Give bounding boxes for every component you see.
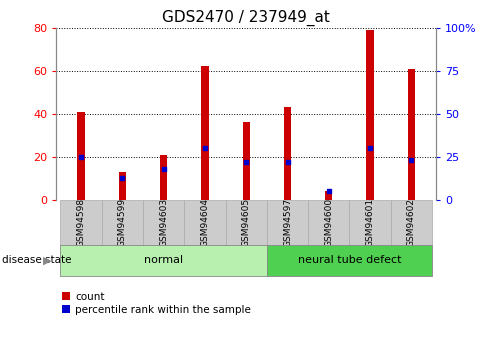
Bar — [308, 200, 349, 245]
Point — [119, 175, 126, 180]
Point — [77, 154, 85, 160]
Text: GSM94599: GSM94599 — [118, 198, 127, 247]
Bar — [408, 69, 415, 200]
Bar — [102, 200, 143, 245]
Point — [325, 189, 333, 194]
Bar — [60, 245, 267, 276]
Bar — [284, 107, 291, 200]
Bar — [267, 245, 432, 276]
Point — [366, 146, 374, 151]
Text: GSM94605: GSM94605 — [242, 198, 251, 247]
Text: GSM94597: GSM94597 — [283, 198, 292, 247]
Bar — [225, 200, 267, 245]
Bar — [201, 66, 209, 200]
Bar — [243, 122, 250, 200]
Bar — [325, 191, 333, 200]
Text: disease state: disease state — [2, 256, 72, 265]
Bar — [184, 200, 225, 245]
Text: normal: normal — [144, 256, 183, 265]
Bar — [160, 155, 168, 200]
Point — [160, 166, 168, 172]
Text: GSM94602: GSM94602 — [407, 198, 416, 247]
Point — [243, 159, 250, 165]
Legend: count, percentile rank within the sample: count, percentile rank within the sample — [62, 292, 251, 315]
Point — [201, 146, 209, 151]
Text: neural tube defect: neural tube defect — [297, 256, 401, 265]
Bar — [77, 112, 85, 200]
Bar — [60, 200, 102, 245]
Title: GDS2470 / 237949_at: GDS2470 / 237949_at — [162, 10, 330, 26]
Bar — [349, 200, 391, 245]
Text: GSM94598: GSM94598 — [76, 198, 86, 247]
Bar — [119, 172, 126, 200]
Bar — [143, 200, 184, 245]
Bar — [391, 200, 432, 245]
Text: GSM94603: GSM94603 — [159, 198, 168, 247]
Text: ▶: ▶ — [43, 256, 51, 265]
Text: GSM94601: GSM94601 — [366, 198, 374, 247]
Point — [284, 159, 292, 165]
Point — [407, 158, 415, 163]
Text: GSM94600: GSM94600 — [324, 198, 333, 247]
Bar — [267, 200, 308, 245]
Bar — [367, 30, 374, 200]
Text: GSM94604: GSM94604 — [200, 198, 209, 247]
